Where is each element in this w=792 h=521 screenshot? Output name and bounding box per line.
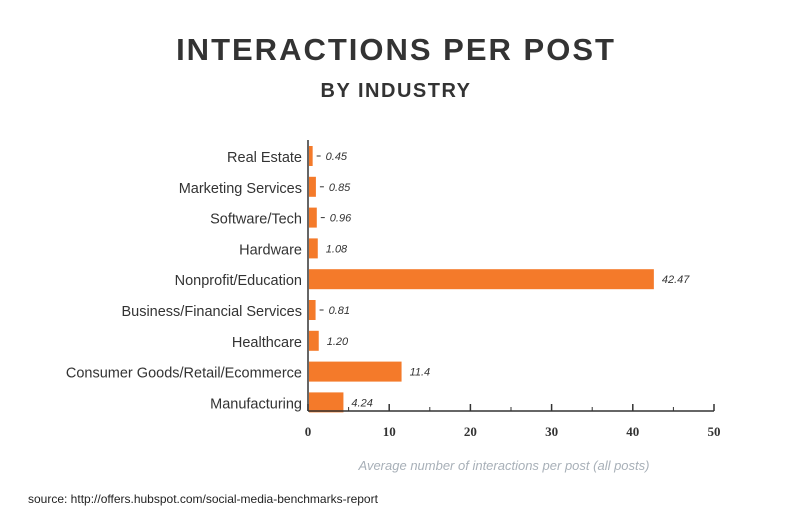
source-note: source: http://offers.hubspot.com/social… — [28, 492, 378, 506]
category-label: Hardware — [239, 242, 302, 258]
bar — [309, 392, 344, 413]
data-label: 11.4 — [410, 367, 431, 379]
category-label: Healthcare — [232, 335, 302, 351]
category-label: Software/Tech — [210, 212, 302, 228]
x-tick-label: 50 — [708, 424, 721, 439]
bar — [309, 146, 313, 166]
data-label: 0.85 — [329, 182, 351, 194]
chart-title: INTERACTIONS PER POST — [176, 32, 616, 67]
bar — [309, 330, 319, 351]
x-tick-label: 30 — [545, 424, 558, 439]
data-label: 0.45 — [326, 151, 348, 163]
data-label: 1.08 — [326, 243, 348, 255]
x-tick-label: 20 — [464, 424, 477, 439]
bar — [309, 176, 316, 197]
category-label: Marketing Services — [179, 181, 302, 197]
bar — [309, 361, 402, 382]
data-label: 0.96 — [330, 213, 352, 225]
data-label: 4.24 — [351, 397, 372, 409]
category-label: Manufacturing — [210, 396, 302, 412]
category-label: Real Estate — [227, 150, 302, 166]
x-tick-label: 10 — [383, 424, 396, 439]
chart-subtitle: BY INDUSTRY — [320, 80, 472, 102]
category-label: Consumer Goods/Retail/Ecommerce — [66, 366, 302, 382]
data-label: 0.81 — [329, 305, 350, 317]
bar — [309, 238, 318, 259]
data-label: 42.47 — [662, 274, 690, 286]
bar — [309, 300, 316, 320]
bar — [309, 207, 317, 228]
x-tick-label: 0 — [305, 424, 312, 439]
data-label: 1.20 — [327, 336, 349, 348]
x-axis-title: Average number of interactions per post … — [358, 458, 650, 473]
category-label: Nonprofit/Education — [175, 273, 302, 289]
category-label: Business/Financial Services — [121, 304, 302, 320]
x-tick-label: 40 — [626, 424, 639, 439]
bar — [309, 269, 654, 290]
